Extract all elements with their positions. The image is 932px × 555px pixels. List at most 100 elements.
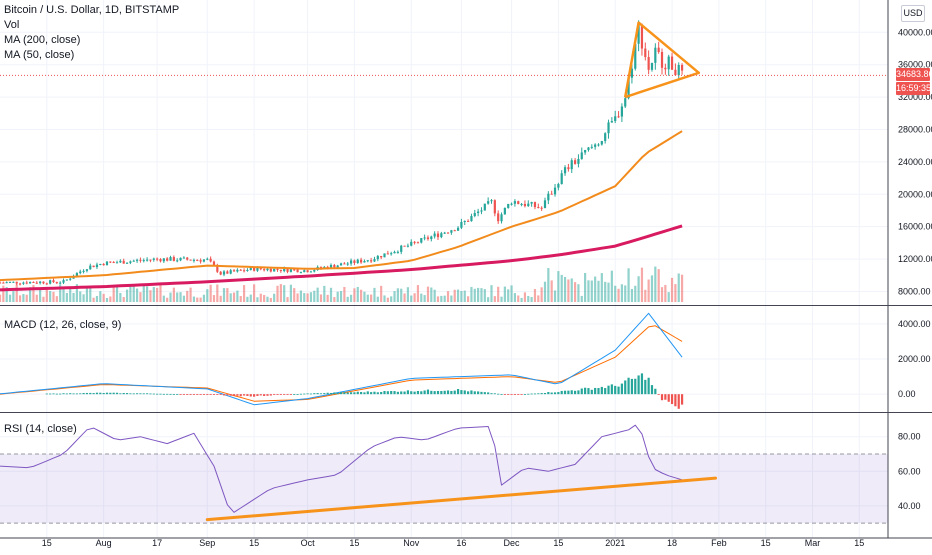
volume-bar: [296, 293, 299, 302]
macd-histogram-bar: [477, 391, 480, 395]
ma50-legend[interactable]: MA (50, close): [4, 49, 75, 61]
volume-bar: [674, 284, 677, 302]
macd-histogram-bar: [299, 393, 303, 395]
macd-histogram-bar: [363, 392, 366, 395]
volume-bar: [647, 279, 650, 302]
volume-bar: [219, 295, 222, 302]
candle-body: [82, 270, 85, 272]
macd-histogram-bar: [466, 391, 470, 395]
volume-bar: [386, 297, 389, 302]
volume-bar: [186, 290, 189, 302]
macd-histogram-bar: [132, 393, 135, 395]
macd-histogram-bar: [122, 392, 125, 395]
macd-histogram-bar: [199, 394, 202, 395]
volume-bar: [426, 286, 430, 302]
macd-histogram-bar: [610, 384, 613, 395]
symbol-title[interactable]: Bitcoin / U.S. Dollar, 1D, BITSTAMP: [4, 4, 180, 16]
macd-histogram-bar: [105, 392, 109, 395]
macd-histogram-bar: [182, 394, 185, 395]
candle-body: [560, 173, 563, 185]
macd-histogram-bar: [212, 394, 216, 395]
candle-body: [85, 269, 89, 271]
volume-bar: [196, 297, 199, 302]
volume-bar: [209, 284, 212, 302]
macd-histogram-bar: [614, 385, 617, 395]
volume-bar: [299, 290, 303, 302]
macd-histogram-bar: [109, 392, 112, 395]
volume-bar: [604, 281, 607, 302]
candle-body: [162, 258, 165, 262]
macd-histogram-bar: [436, 390, 440, 395]
volume-bar: [353, 288, 356, 302]
volume-bar: [570, 278, 573, 302]
macd-histogram-bar: [540, 393, 543, 395]
macd-histogram-bar: [410, 391, 413, 395]
candle-body: [239, 269, 242, 271]
indicator-lines: [0, 21, 888, 522]
candle-body: [543, 200, 547, 208]
volume-bar: [253, 284, 256, 302]
volume-bar: [383, 295, 386, 302]
candle-body: [199, 260, 202, 262]
currency-button[interactable]: USD: [901, 5, 925, 22]
volume-bar: [256, 297, 259, 302]
macd-histogram-bar: [677, 394, 680, 409]
candle-body: [226, 271, 229, 274]
macd-histogram-bar: [229, 394, 232, 396]
candle-body: [667, 56, 670, 70]
macd-histogram-bar: [376, 392, 379, 395]
macd-histogram-bar: [396, 391, 399, 395]
volume-bar: [376, 296, 379, 302]
macd-histogram-bar: [259, 394, 262, 396]
volume-bar: [99, 291, 102, 302]
volume-bar: [242, 285, 246, 302]
macd-histogram-bar: [89, 392, 92, 395]
volume-bar: [122, 297, 125, 302]
candle-body: [216, 265, 219, 272]
volume-bar: [543, 281, 547, 302]
x-tick-label: Oct: [301, 538, 316, 548]
macd-histogram-bar: [323, 393, 326, 395]
candle-body: [186, 257, 189, 260]
volume-bar: [433, 289, 436, 302]
volume-bar: [366, 294, 369, 302]
volume-bar: [667, 292, 670, 302]
volume-bar: [363, 291, 366, 302]
volume-bar: [413, 293, 416, 302]
volume-bar: [49, 291, 52, 302]
volume-bar: [527, 295, 530, 302]
volume-bar: [269, 297, 272, 302]
volume-bar: [594, 276, 597, 302]
macd-legend[interactable]: MACD (12, 26, close, 9): [4, 319, 122, 331]
volume-bar: [159, 284, 162, 302]
candle-body: [577, 158, 580, 164]
y-tick-label: 40.00: [898, 501, 921, 511]
x-tick-label: 15: [553, 538, 563, 548]
candle-body: [182, 257, 185, 259]
candle-body: [206, 258, 209, 260]
candle-body: [15, 281, 18, 284]
pane-separator[interactable]: [0, 412, 932, 413]
macd-histogram-bar: [52, 393, 55, 395]
candle-body: [563, 167, 567, 174]
volume-bar: [517, 295, 520, 302]
grid-layer: [0, 0, 888, 538]
x-tick-label: 2021: [605, 538, 625, 548]
vol-legend[interactable]: Vol: [4, 19, 20, 31]
volume-bar: [343, 286, 346, 302]
candle-body: [45, 283, 48, 285]
pane-separator[interactable]: [0, 305, 932, 306]
macd-histogram-bar: [406, 390, 410, 395]
rsi-legend[interactable]: RSI (14, close): [4, 423, 77, 435]
candle-body: [547, 193, 550, 201]
macd-histogram-bar: [664, 394, 667, 400]
macd-histogram-bar: [129, 393, 132, 395]
candle-body: [507, 203, 510, 208]
macd-histogram-bar: [426, 389, 430, 395]
candle-body: [25, 282, 28, 284]
candle-body: [59, 282, 62, 284]
ma200-legend[interactable]: MA (200, close): [4, 34, 81, 46]
macd-histogram-bar: [480, 391, 483, 395]
